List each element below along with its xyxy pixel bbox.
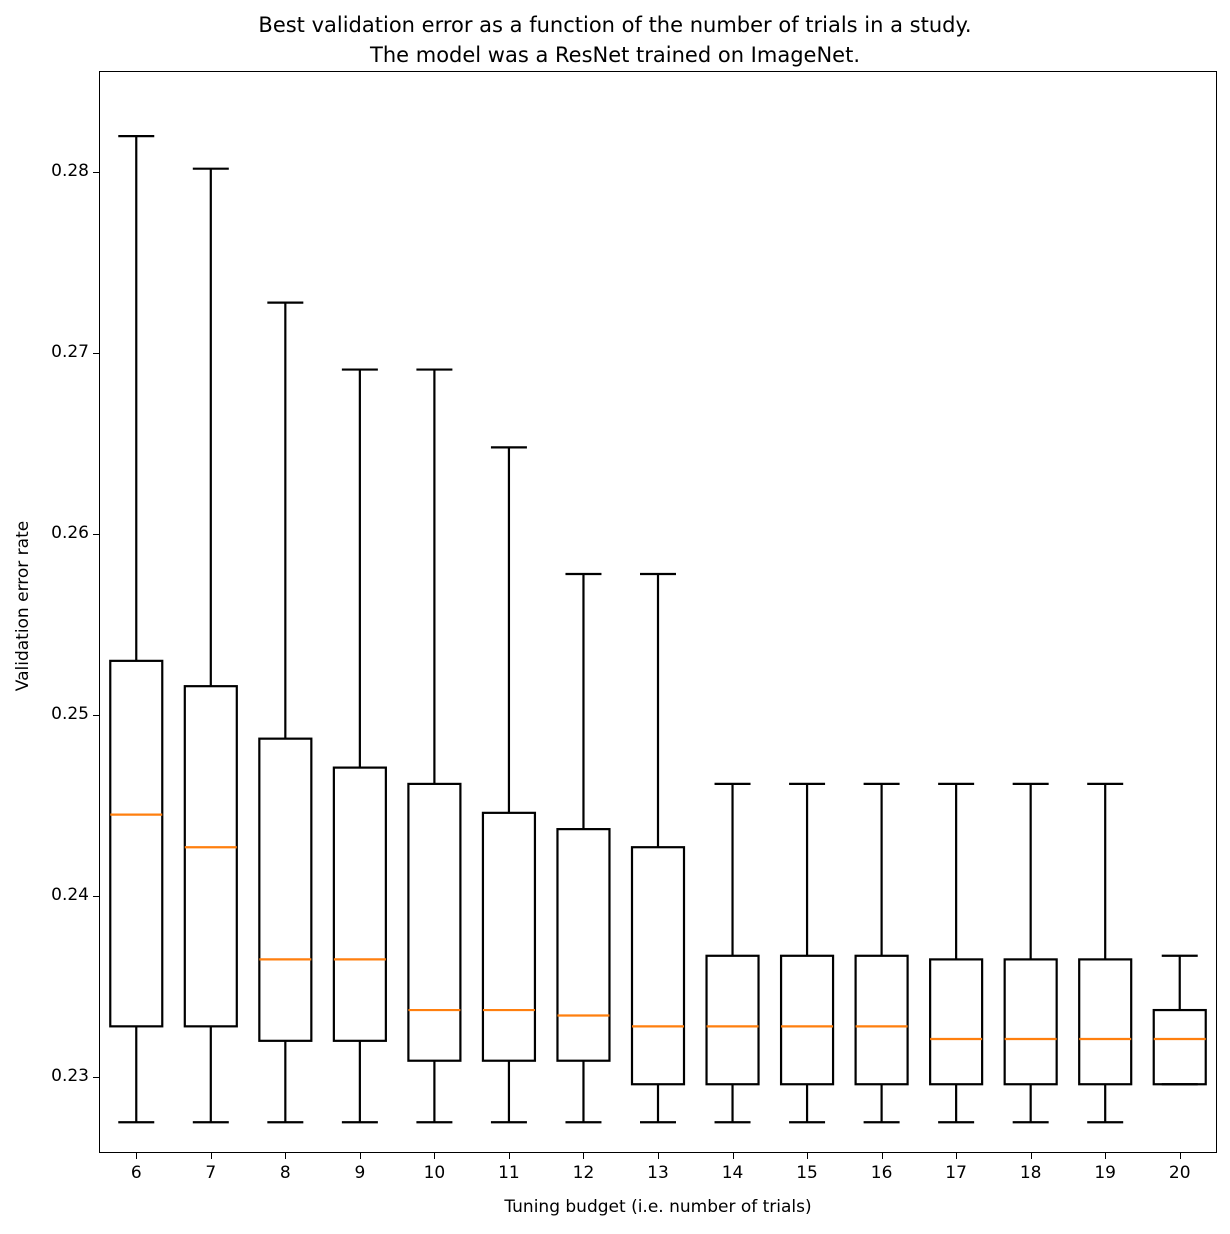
y-tick-mark — [93, 715, 100, 716]
boxplot-box — [183, 167, 238, 1124]
x-tick-mark — [434, 1152, 435, 1159]
box-rect — [1152, 1008, 1207, 1086]
boxplot-series — [109, 135, 1207, 1124]
box-rect — [705, 954, 760, 1086]
y-tick-label: 0.24 — [51, 885, 89, 906]
x-axis-tick-labels: 6 7 8 9 10 11 12 13 14 15 16 17 18 19 20 — [99, 1163, 1217, 1187]
y-tick-mark — [93, 1077, 100, 1078]
x-tick-label: 19 — [1094, 1163, 1117, 1183]
x-tick-mark — [1105, 1152, 1106, 1159]
y-tick-label: 0.25 — [51, 704, 89, 725]
y-tick-mark — [93, 896, 100, 897]
boxplot-box — [854, 782, 909, 1124]
box-rect — [854, 954, 909, 1086]
boxplot-box — [1152, 954, 1207, 1086]
x-tick-mark — [658, 1152, 659, 1159]
y-tick-label: 0.27 — [51, 342, 89, 363]
x-axis-tick-marks — [99, 1152, 1217, 1160]
x-tick-label: 12 — [572, 1163, 595, 1183]
boxplot-box — [481, 446, 537, 1124]
boxplot-box — [630, 572, 686, 1124]
x-tick-label: 14 — [721, 1163, 744, 1183]
y-tick-label: 0.28 — [51, 161, 89, 182]
x-tick-label: 11 — [498, 1163, 520, 1183]
x-tick-mark — [807, 1152, 808, 1159]
y-tick-mark — [93, 353, 100, 354]
x-tick-label: 17 — [945, 1163, 967, 1183]
box-rect — [1003, 958, 1058, 1086]
chart-title: Best validation error as a function of t… — [258, 13, 972, 67]
x-tick-mark — [733, 1152, 734, 1159]
box-rect — [630, 846, 686, 1086]
boxplot-box — [556, 572, 611, 1124]
x-tick-label: 20 — [1168, 1163, 1191, 1183]
y-tick-label: 0.23 — [51, 1066, 89, 1086]
boxplot-box — [407, 368, 462, 1124]
boxplot-box — [705, 782, 760, 1124]
x-tick-mark — [583, 1152, 584, 1159]
boxplot-box — [1078, 782, 1133, 1124]
x-tick-mark — [882, 1152, 883, 1159]
x-tick-mark — [1031, 1152, 1032, 1159]
y-axis-tick-marks — [89, 71, 100, 1153]
x-tick-label: 9 — [354, 1163, 366, 1183]
y-axis-tick-labels: 0.23 0.24 0.25 0.26 0.27 0.28 — [0, 71, 89, 1153]
x-tick-mark — [1180, 1152, 1181, 1159]
box-rect — [481, 811, 537, 1062]
y-tick-label: 0.26 — [51, 523, 89, 544]
x-tick-label: 7 — [205, 1163, 217, 1183]
x-axis-label: Tuning budget (i.e. number of trials) — [504, 1197, 812, 1217]
y-tick-mark — [93, 172, 100, 173]
boxplot-box — [109, 135, 164, 1124]
x-tick-mark — [509, 1152, 510, 1159]
x-tick-label: 15 — [796, 1163, 818, 1183]
x-tick-label: 10 — [423, 1163, 446, 1183]
box-rect — [556, 828, 611, 1062]
x-tick-label: 16 — [870, 1163, 893, 1183]
box-rect — [183, 685, 238, 1028]
boxplot-box — [929, 782, 984, 1124]
x-tick-label: 8 — [279, 1163, 291, 1183]
y-tick-mark — [93, 534, 100, 535]
x-tick-label: 13 — [647, 1163, 669, 1183]
x-tick-label: 18 — [1019, 1163, 1042, 1183]
boxplot-box — [332, 368, 387, 1124]
box-rect — [929, 958, 984, 1086]
boxplot-box — [1003, 782, 1058, 1124]
y-axis-label: Validation error rate — [13, 520, 33, 692]
box-rect — [407, 782, 462, 1062]
x-tick-mark — [956, 1152, 957, 1159]
plot-area — [99, 71, 1217, 1153]
box-rect — [1078, 958, 1133, 1086]
x-tick-mark — [136, 1152, 137, 1159]
box-rect — [332, 766, 387, 1042]
box-rect — [779, 954, 835, 1086]
boxplot-box — [258, 301, 313, 1124]
x-tick-mark — [285, 1152, 286, 1159]
x-tick-mark — [211, 1152, 212, 1159]
box-rect — [109, 659, 164, 1028]
x-tick-mark — [360, 1152, 361, 1159]
x-tick-label: 6 — [130, 1163, 142, 1183]
box-rect — [258, 737, 313, 1042]
boxplot-box — [779, 782, 835, 1124]
